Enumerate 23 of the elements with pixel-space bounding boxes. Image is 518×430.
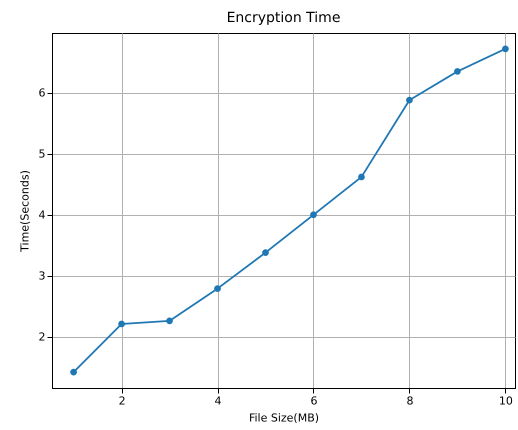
x-tick-label: 4 bbox=[214, 394, 222, 408]
point bbox=[214, 285, 221, 292]
point bbox=[262, 249, 269, 256]
y-tick-label: 2 bbox=[38, 330, 46, 344]
point bbox=[406, 96, 413, 104]
y-tick-label: 6 bbox=[38, 86, 46, 100]
point bbox=[166, 318, 173, 324]
point bbox=[502, 46, 509, 52]
y-tick-label: 3 bbox=[38, 269, 46, 282]
point bbox=[454, 68, 461, 75]
y-tick-label: 4 bbox=[38, 208, 46, 222]
point bbox=[70, 368, 77, 376]
x-tick-label: 2 bbox=[118, 394, 126, 408]
x-tick-label: 8 bbox=[406, 394, 414, 408]
point bbox=[358, 174, 365, 180]
chart-title: Encryption Time bbox=[226, 10, 340, 26]
point bbox=[310, 211, 317, 218]
y-tick-label: 5 bbox=[38, 147, 46, 160]
point bbox=[118, 320, 125, 328]
x-axis-title: File Size(MB) bbox=[248, 412, 320, 424]
x-tick-label: 6 bbox=[310, 394, 318, 408]
y-axis-title: Time(Seconds) bbox=[18, 170, 32, 253]
x-tick-label: 10 bbox=[498, 394, 513, 408]
